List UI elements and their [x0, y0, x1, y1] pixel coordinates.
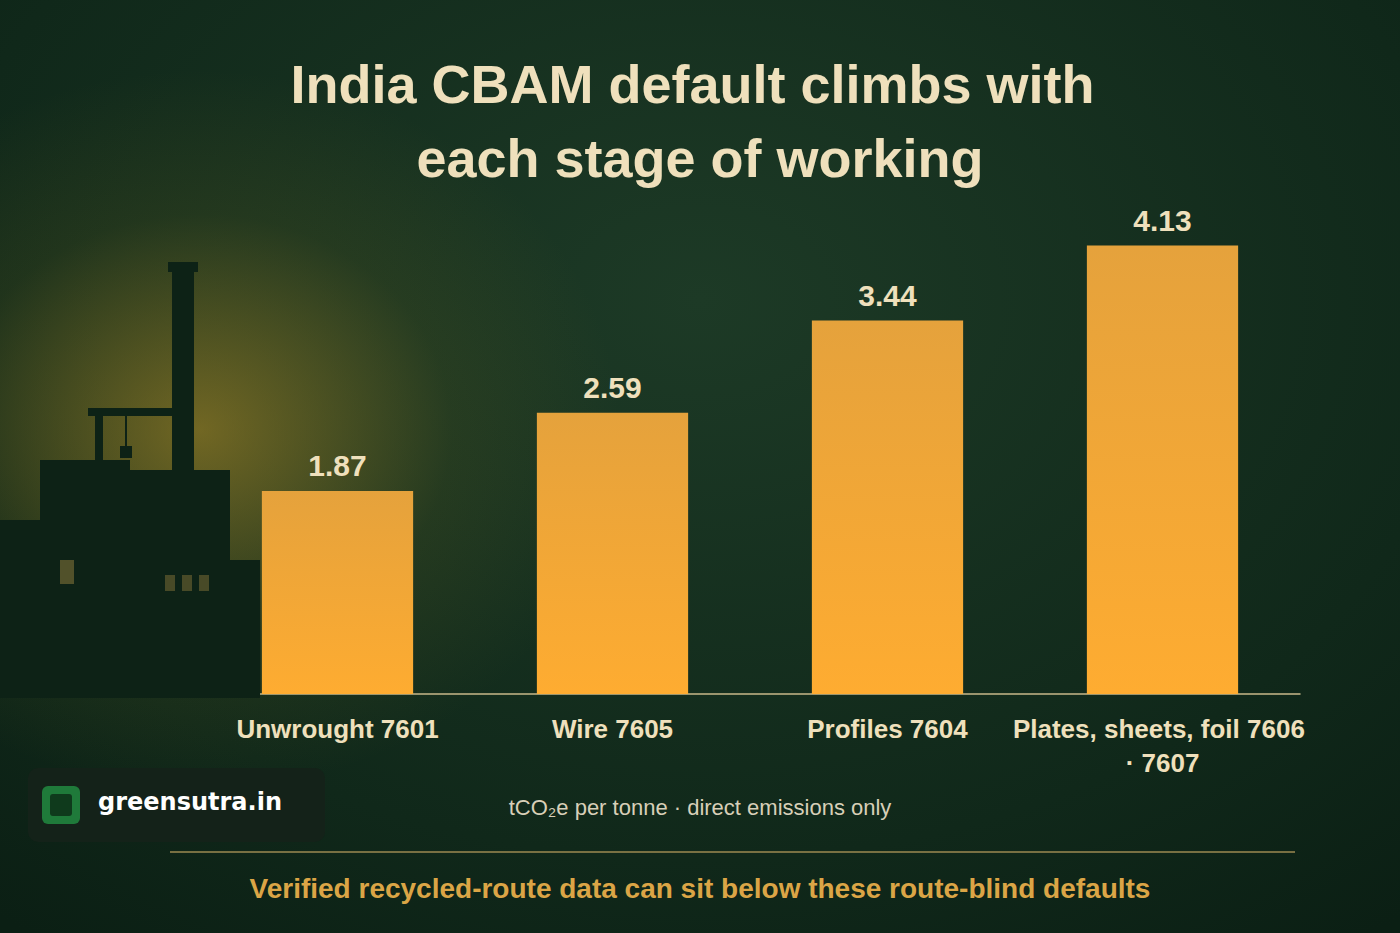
- svg-text:Unwrought 7601: Unwrought 7601: [236, 714, 438, 744]
- svg-text:each stage of working: each stage of working: [416, 128, 983, 188]
- svg-text:India CBAM default climbs with: India CBAM default climbs with: [290, 54, 1109, 114]
- svg-text:2.59: 2.59: [583, 371, 641, 404]
- svg-text:4.13: 4.13: [1133, 204, 1191, 237]
- svg-text:3.44: 3.44: [858, 279, 917, 312]
- svg-text:tCO₂e per tonne · direct emiss: tCO₂e per tonne · direct emissions only: [509, 795, 892, 820]
- svg-text:greensutra.in: greensutra.in: [98, 788, 282, 816]
- svg-text:Profiles 7604: Profiles 7604: [807, 714, 968, 744]
- svg-text:1.87: 1.87: [308, 449, 366, 482]
- svg-text:Wire 7605: Wire 7605: [552, 714, 673, 744]
- svg-text:Verified recycled-route data c: Verified recycled-route data can sit bel…: [250, 873, 1151, 904]
- svg-text:Plates, sheets, foil 7606: Plates, sheets, foil 7606: [1013, 714, 1312, 744]
- svg-text:· 7607: · 7607: [1126, 748, 1200, 778]
